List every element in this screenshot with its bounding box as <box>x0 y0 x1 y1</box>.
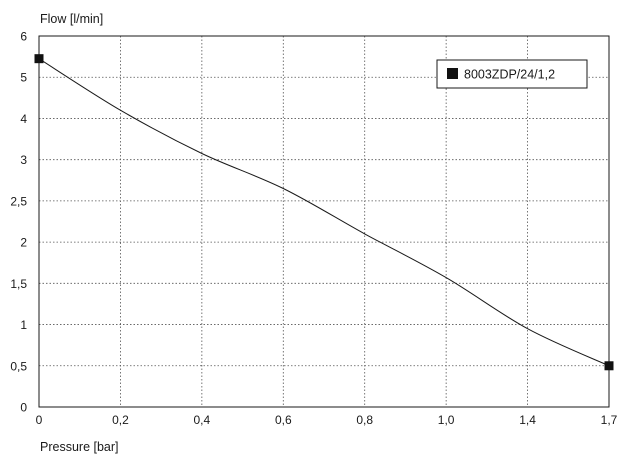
y-tick-label: 4 <box>20 112 27 126</box>
series-line <box>38 58 610 367</box>
x-tick-label: 1,4 <box>519 413 536 427</box>
x-axis-title: Pressure [bar] <box>40 440 119 454</box>
y-tick-label: 2,5 <box>10 194 27 208</box>
y-tick-label: 0 <box>20 401 27 415</box>
x-tick-label: 0,2 <box>112 413 129 427</box>
x-tick-label: 1,7 <box>601 413 617 427</box>
x-tick-label: 0,8 <box>356 413 373 427</box>
legend-box <box>436 59 588 89</box>
tick-labels: 0 0,2 0,4 0,6 0,8 1,0 1,4 1,7 0 0,5 1 1,5 2 2,5 3 4 5 6 <box>10 30 617 428</box>
legend-marker <box>447 68 458 79</box>
x-tick-label: 0,6 <box>275 413 292 427</box>
data-point-marker <box>604 361 614 371</box>
legend: 8003ZDP/24/1,2 <box>436 59 588 89</box>
y-tick-label: 6 <box>20 30 27 44</box>
x-tick-label: 1,0 <box>438 413 455 427</box>
legend-label: 8003ZDP/24/1,2 <box>464 68 555 82</box>
y-tick-label: 3 <box>20 153 27 167</box>
plot-frame <box>38 35 610 408</box>
y-tick-label: 1 <box>20 318 27 332</box>
y-axis-title: Flow [l/min] <box>40 12 103 26</box>
y-tick-label: 0,5 <box>10 359 27 373</box>
y-tick-label: 2 <box>20 236 27 250</box>
x-tick-label: 0,4 <box>194 413 211 427</box>
grid-lines <box>39 36 609 407</box>
series-layer <box>34 54 614 371</box>
x-tick-label: 0 <box>36 413 43 427</box>
y-tick-label: 1,5 <box>10 277 27 291</box>
y-tick-label: 5 <box>20 71 27 85</box>
data-point-marker <box>34 54 44 64</box>
